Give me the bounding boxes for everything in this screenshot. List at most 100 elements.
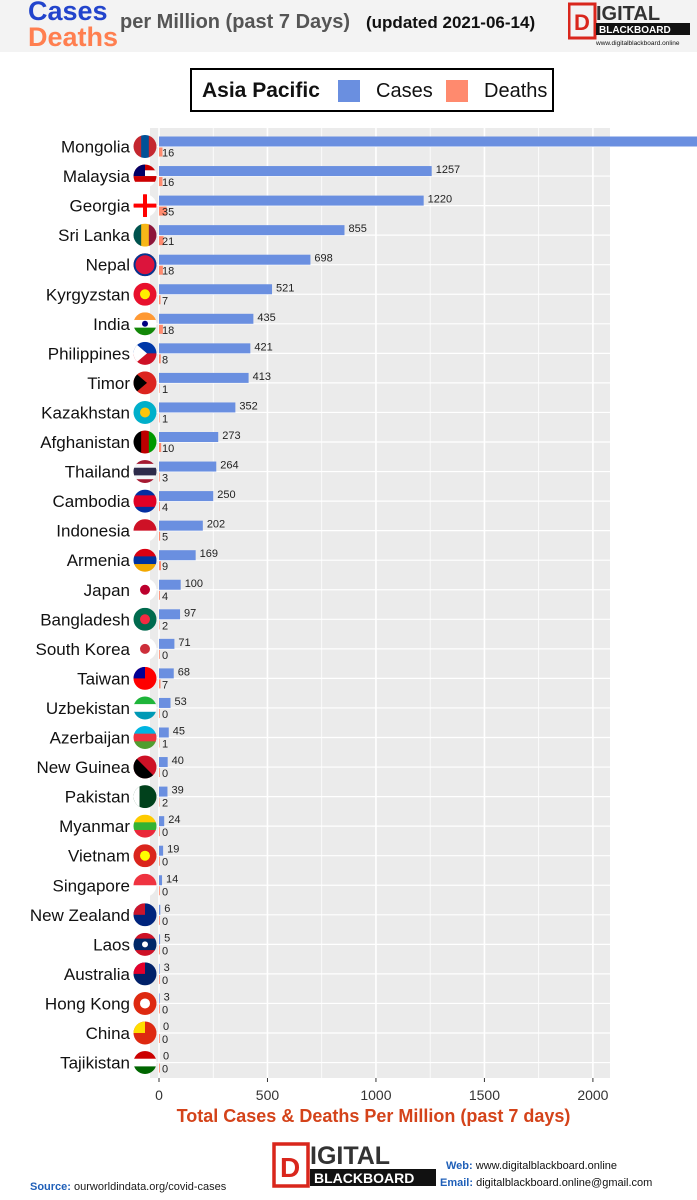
bar-cases (159, 697, 171, 708)
data-label-cases: 1257 (436, 164, 460, 176)
bar-cases (159, 904, 161, 915)
bar-cases (159, 432, 219, 442)
data-label-cases: 250 (217, 489, 235, 501)
bar-cases (159, 757, 168, 768)
data-label-cases: 100 (185, 578, 203, 590)
bar-cases (159, 254, 311, 265)
data-label-deaths: 16 (162, 148, 174, 160)
country-label: Sri Lanka (58, 226, 130, 245)
country-label: China (86, 1024, 131, 1043)
email-value[interactable]: digitalblackboard.online@gmail.com (476, 1177, 653, 1189)
bar-deaths (159, 472, 160, 482)
data-label-cases: 698 (314, 253, 332, 265)
flag-icon (133, 548, 157, 572)
country-label: Timor (87, 374, 130, 393)
source-key: Source: (30, 1181, 71, 1193)
bar-cases (159, 402, 236, 413)
data-label-deaths: 4 (162, 502, 168, 514)
title-deaths: Deaths (28, 22, 119, 52)
data-label-cases: 3 (164, 962, 170, 974)
logo-bottom-sub: BLACKBOARD (314, 1170, 414, 1186)
bar-cases (159, 225, 345, 236)
data-label-deaths: 0 (162, 709, 168, 721)
data-label-deaths: 0 (162, 886, 168, 898)
flag-icon (133, 578, 157, 602)
chart-legend: Asia Pacific Cases Deaths (190, 68, 554, 112)
logo-top-sub: BLACKBOARD (599, 25, 671, 36)
bar-cases (159, 343, 251, 354)
contact-web: Web: www.digitalblackboard.online (446, 1160, 617, 1172)
bar-deaths (159, 354, 161, 364)
data-label-deaths: 2 (162, 620, 168, 632)
flag-icon (133, 844, 157, 868)
data-label-cases: 39 (171, 785, 183, 797)
country-label: Thailand (65, 463, 130, 482)
bar-deaths (159, 738, 160, 748)
legend-cases-swatch (338, 80, 360, 102)
bar-cases (159, 845, 164, 856)
logo-top-url: www.digitalblackboard.online (595, 40, 680, 47)
bar-deaths (159, 1063, 160, 1073)
bar-deaths (159, 383, 160, 393)
bar-cases (159, 609, 181, 620)
flag-icon (133, 607, 157, 631)
country-label: New Guinea (36, 758, 130, 777)
bar-cases (159, 372, 249, 383)
country-label: Armenia (67, 551, 131, 570)
bar-cases (159, 195, 424, 206)
flag-icon (133, 489, 157, 513)
data-label-deaths: 1 (162, 384, 168, 396)
data-label-deaths: 1 (162, 413, 168, 425)
plot-panel (150, 128, 610, 1078)
data-label-deaths: 0 (162, 827, 168, 839)
data-label-deaths: 7 (162, 295, 168, 307)
bar-deaths (159, 561, 161, 571)
bar-cases (159, 461, 217, 472)
country-label: Georgia (70, 197, 131, 216)
bar-deaths (159, 974, 160, 984)
flag-icon (133, 666, 157, 690)
data-label-deaths: 9 (162, 561, 168, 573)
bar-deaths (159, 856, 160, 866)
flag-icon (133, 253, 157, 277)
data-label-deaths: 4 (162, 591, 168, 603)
data-label-deaths: 0 (162, 1064, 168, 1076)
data-label-deaths: 5 (162, 532, 168, 544)
bar-cases (159, 786, 168, 797)
web-key: Web: (446, 1160, 473, 1172)
country-label: Japan (84, 581, 130, 600)
source-value[interactable]: ourworldindata.org/covid-cases (74, 1181, 227, 1193)
digital-blackboard-logo-top: D IGITAL BLACKBOARD www.digitalblackboar… (568, 2, 690, 47)
data-label-cases: 264 (220, 460, 238, 472)
data-label-cases: 5 (164, 932, 170, 944)
bar-chart: 0500100015002000294116Mongolia125716Mala… (30, 128, 697, 1103)
logo-top-word: IGITAL (596, 3, 660, 25)
bar-deaths (159, 827, 160, 837)
logo-top-d: D (574, 10, 590, 35)
data-label-deaths: 7 (162, 679, 168, 691)
logo-top-frame (568, 2, 597, 40)
bar-deaths (159, 886, 160, 896)
bar-deaths (159, 679, 161, 689)
data-label-cases: 0 (163, 1021, 169, 1033)
x-tick-label: 1000 (360, 1087, 391, 1103)
data-label-deaths: 0 (162, 857, 168, 869)
data-label-deaths: 0 (162, 768, 168, 780)
data-label-cases: 0 (163, 1051, 169, 1063)
header-band (0, 0, 697, 52)
country-label: Philippines (48, 344, 130, 363)
legend-deaths-swatch (446, 80, 468, 102)
contact-email: Email: digitalblackboard.online@gmail.co… (440, 1177, 652, 1189)
flag-icon (133, 341, 157, 365)
data-label-deaths: 16 (162, 177, 174, 189)
web-value[interactable]: www.digitalblackboard.online (475, 1160, 617, 1172)
flag-icon (133, 726, 157, 749)
data-label-cases: 435 (257, 312, 275, 324)
country-label: Pakistan (65, 788, 130, 807)
bar-deaths (159, 649, 160, 659)
x-tick-label: 500 (256, 1087, 280, 1103)
data-label-deaths: 0 (162, 916, 168, 928)
data-label-cases: 169 (200, 548, 218, 560)
bar-cases (159, 491, 214, 502)
data-label-cases: 521 (276, 282, 294, 294)
